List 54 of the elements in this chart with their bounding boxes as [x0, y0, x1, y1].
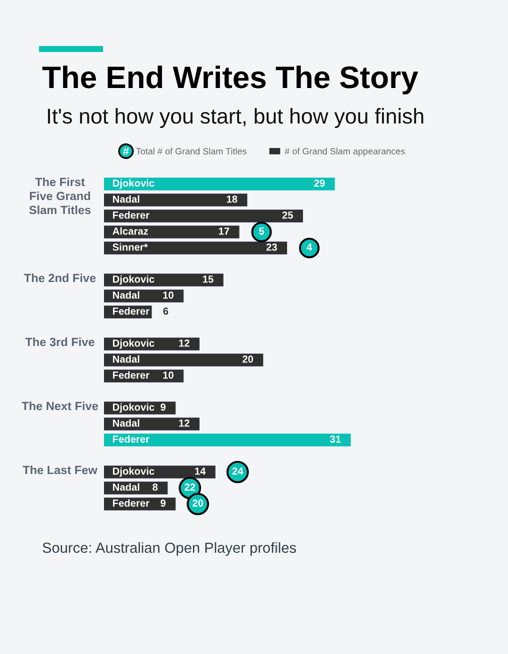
data-label: 12 — [179, 340, 190, 347]
y-tick-label: Nadal — [113, 195, 140, 203]
bar — [104, 242, 288, 254]
y-tick-label: Federer — [113, 307, 150, 315]
chart-subtitle: It's not how you start, but how you finish — [48, 108, 424, 128]
data-label: 15 — [203, 276, 214, 283]
y-tick-label: Djokovic — [113, 403, 154, 413]
bar — [104, 210, 303, 222]
data-label: 20 — [242, 356, 254, 363]
bar — [104, 226, 240, 238]
data-label: 6 — [163, 308, 168, 315]
y-tick-label: Federer — [113, 371, 150, 379]
y-tick-label: Djokovic — [113, 179, 154, 189]
y-tick-label: Alcaraz — [112, 227, 148, 235]
bar — [104, 178, 335, 190]
y-tick-label: Djokovic — [113, 339, 154, 349]
y-axis-title: The First Five Grand Slam Titles — [29, 178, 91, 214]
data-label: 17 — [218, 228, 230, 235]
data-label: 23 — [266, 244, 277, 251]
y-axis-title: The Last Few — [22, 466, 98, 474]
y-axis-title: The 3rd Five — [25, 338, 94, 346]
annotation: 5 — [259, 228, 264, 235]
chart-title: The End Writes The Story — [42, 66, 418, 94]
annotation: 4 — [306, 244, 312, 251]
annotation: 22 — [184, 484, 196, 491]
source-note: Source: Australian Open Player profiles — [42, 542, 296, 556]
annotation: 20 — [192, 500, 204, 507]
y-axis-title: The 2nd Five — [24, 274, 96, 282]
y-tick-label: Nadal — [113, 355, 140, 363]
data-label: 10 — [163, 292, 174, 299]
data-label: 12 — [179, 420, 190, 427]
y-tick-label: Djokovic — [113, 467, 154, 477]
y-tick-label: Sinner* — [112, 243, 148, 251]
y-tick-label: Federer — [113, 499, 150, 507]
y-tick-label: Nadal — [113, 291, 140, 299]
y-axis-title: The Next Five — [22, 402, 98, 410]
data-label: 31 — [330, 436, 341, 443]
data-label: 9 — [160, 500, 166, 507]
data-label: 25 — [282, 212, 293, 219]
data-label: 14 — [195, 468, 206, 475]
data-label: 18 — [226, 196, 238, 203]
annotation: 24 — [232, 468, 244, 475]
data-label: 9 — [160, 404, 166, 411]
y-tick-label: Nadal — [113, 419, 140, 427]
legend-label: Total # of Grand Slam Titles — [136, 148, 246, 154]
y-tick-label: Federer — [113, 211, 150, 219]
bar — [104, 194, 248, 206]
y-tick-label: Federer — [113, 435, 150, 443]
y-tick-label: Nadal — [113, 483, 140, 491]
data-label: 8 — [152, 484, 158, 491]
y-tick-label: Djokovic — [113, 275, 154, 285]
data-label: 10 — [163, 372, 174, 379]
legend-label: # of Grand Slam appearances — [284, 148, 405, 156]
data-label: 29 — [314, 180, 325, 187]
